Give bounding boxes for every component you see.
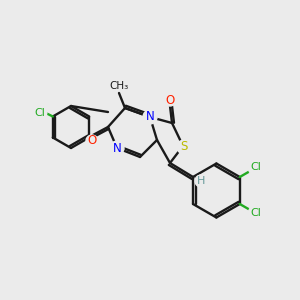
Text: Cl: Cl [251, 163, 262, 172]
Text: N: N [112, 142, 122, 154]
Circle shape [33, 106, 47, 119]
Circle shape [248, 160, 264, 176]
Circle shape [164, 94, 176, 106]
Circle shape [177, 140, 191, 154]
Text: O: O [87, 134, 97, 148]
Text: Cl: Cl [251, 208, 262, 218]
Text: CH₃: CH₃ [110, 81, 129, 91]
Circle shape [110, 141, 124, 155]
Circle shape [195, 175, 207, 187]
Text: O: O [165, 94, 175, 106]
Circle shape [86, 135, 98, 147]
Circle shape [248, 206, 264, 221]
Text: Cl: Cl [34, 107, 45, 118]
Text: N: N [146, 110, 154, 124]
Text: S: S [180, 140, 188, 154]
Text: H: H [197, 176, 205, 186]
Circle shape [143, 110, 157, 124]
